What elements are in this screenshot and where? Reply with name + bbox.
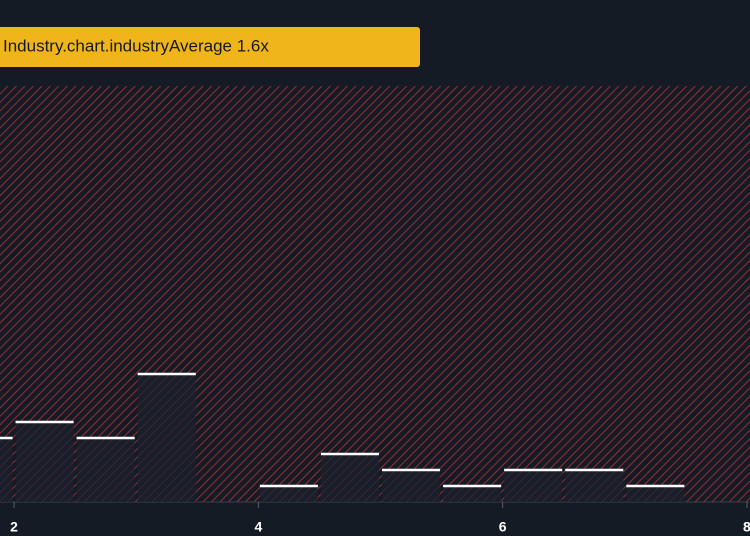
annotation-badge <box>0 27 420 67</box>
bar <box>0 438 13 502</box>
bar <box>626 486 685 502</box>
bar <box>381 470 441 502</box>
bar <box>137 374 196 502</box>
x-tick-label: 4 <box>254 519 262 535</box>
bar <box>15 422 74 502</box>
x-tick-label: 8 <box>743 519 750 535</box>
x-tick-label: 2 <box>10 519 18 535</box>
bar <box>443 486 502 502</box>
x-tick-label: 6 <box>499 519 507 535</box>
bar <box>565 470 624 502</box>
bar <box>504 470 563 502</box>
annotation: Industry.chart.industryAverage 1.6x <box>3 36 269 55</box>
bar <box>320 454 379 502</box>
plot-area <box>0 86 750 502</box>
bar <box>259 486 318 502</box>
bar <box>76 438 135 502</box>
